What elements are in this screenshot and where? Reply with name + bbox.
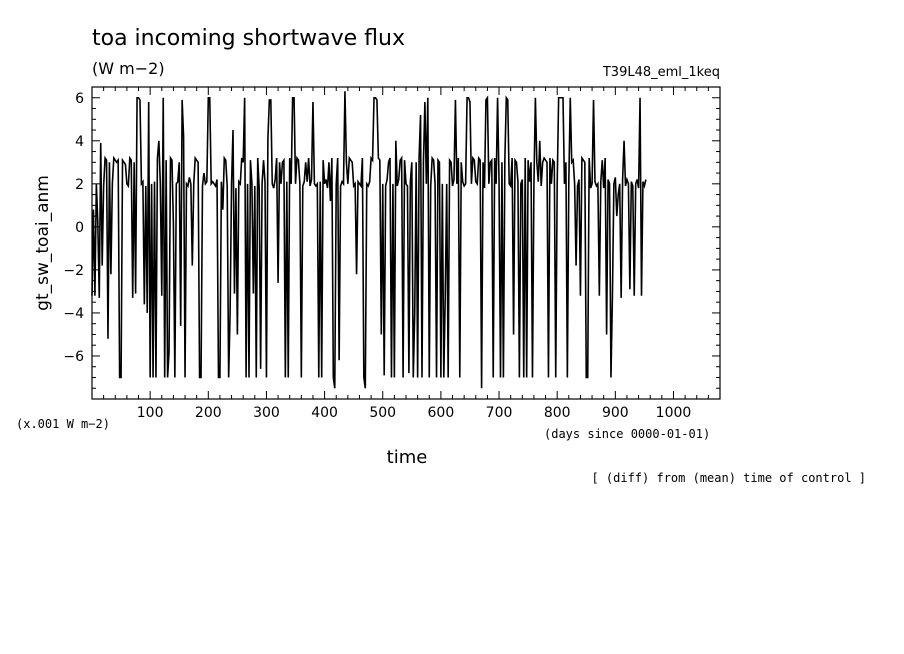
experiment-label: T39L48_eml_1keq — [602, 65, 720, 80]
series-layer — [91, 91, 647, 389]
y-tick-label: 4 — [75, 134, 84, 150]
x-tick-label: 1000 — [656, 405, 692, 421]
x-tick-label: 900 — [602, 405, 629, 421]
x-tick-label: 800 — [544, 405, 571, 421]
y-tick-label: −2 — [63, 263, 84, 279]
y-tick-label: −4 — [63, 306, 84, 322]
y-tick-label: 0 — [75, 220, 84, 236]
x-tick-label: 100 — [137, 405, 164, 421]
footnote: [ (diff) from (mean) time of control ] — [591, 471, 866, 485]
y-axis-label: gt_sw_toai_anm — [33, 175, 53, 311]
plot-frame — [91, 86, 721, 400]
y-tick-label: 2 — [75, 177, 84, 193]
y-tick-label: 6 — [75, 91, 84, 107]
series-line — [91, 91, 647, 389]
y-scale-note: (x.001 W m−2) — [16, 417, 110, 431]
y-tick-label: −6 — [63, 349, 84, 365]
chart-title: toa incoming shortwave flux — [92, 26, 405, 51]
x-units-label: (days since 0000-01-01) — [544, 427, 710, 441]
x-axis-label: time — [387, 447, 428, 468]
x-tick-label: 400 — [311, 405, 338, 421]
chart-units: (W m−2) — [92, 59, 165, 78]
x-tick-label: 300 — [253, 405, 280, 421]
x-tick-label: 200 — [195, 405, 222, 421]
x-tick-label: 500 — [369, 405, 396, 421]
x-tick-label: 600 — [428, 405, 455, 421]
x-tick-label: 700 — [486, 405, 513, 421]
